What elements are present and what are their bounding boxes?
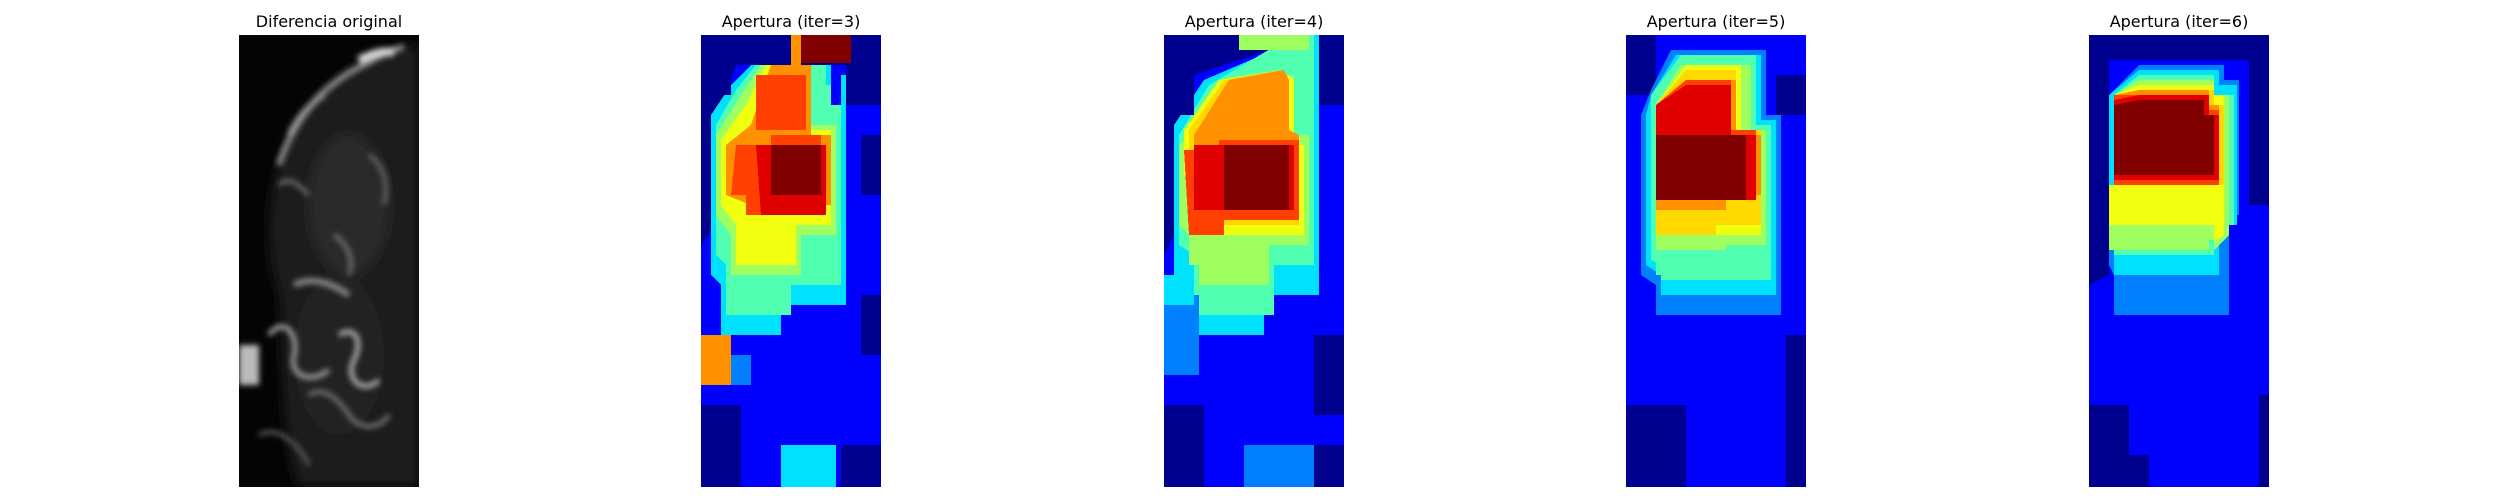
panel-title: Apertura (iter=6) (2109, 12, 2249, 31)
panel-apertura-iter-6: Apertura (iter=6) (2089, 0, 2269, 500)
panel-title: Apertura (iter=5) (1646, 12, 1786, 31)
panel-title: Apertura (iter=4) (1184, 12, 1324, 31)
grayscale-difference-image (239, 35, 419, 487)
panel-apertura-iter-3: Apertura (iter=3) (701, 0, 881, 500)
heatmap-iter-5 (1626, 35, 1806, 487)
heatmap-iter-4 (1164, 35, 1344, 487)
panel-original: Diferencia original (239, 0, 419, 500)
panel-apertura-iter-4: Apertura (iter=4) (1164, 0, 1344, 500)
panel-title: Apertura (iter=3) (721, 12, 861, 31)
heatmap-iter-6 (2089, 35, 2269, 487)
panel-title: Diferencia original (255, 12, 403, 31)
heatmap-iter-3 (701, 35, 881, 487)
panel-apertura-iter-5: Apertura (iter=5) (1626, 0, 1806, 500)
